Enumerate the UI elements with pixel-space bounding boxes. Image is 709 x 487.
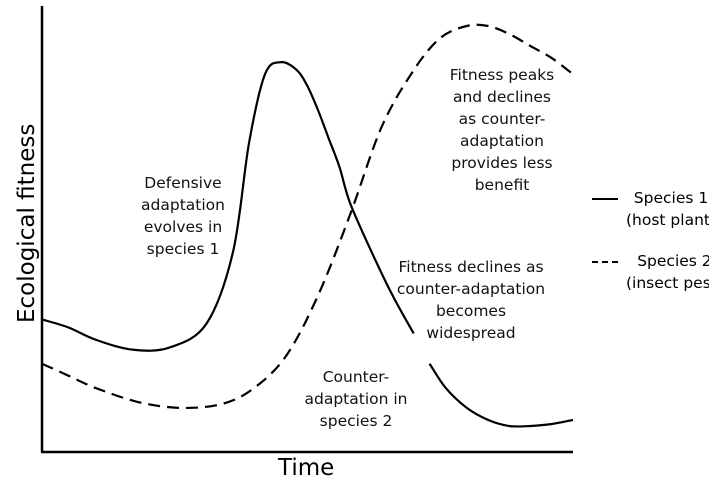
series-species-1-line-1 <box>428 363 574 428</box>
annotation-line: benefit <box>474 176 530 194</box>
annotation-line: species 2 <box>319 412 393 430</box>
legend-item-species-2: Species 2 (insect pest) <box>592 250 709 294</box>
legend-line: Species 1 <box>633 189 709 207</box>
series-species-2-line-2 <box>41 23 574 410</box>
legend-line: (host plant) <box>626 211 709 229</box>
annotation-line: adaptation <box>460 132 544 150</box>
annotation-line: Defensive <box>144 174 222 192</box>
annotation-line: adaptation <box>141 196 225 214</box>
legend-swatch-dashed <box>592 261 618 263</box>
annotation-line: as counter- <box>458 110 546 128</box>
legend-label: Species 1 (host plant) <box>626 187 709 231</box>
annotation-fitness-peaks: Fitness peaks and declines as counter- a… <box>433 64 571 196</box>
annotation-line: counter-adaptation <box>396 280 546 298</box>
legend-label: Species 2 (insect pest) <box>626 250 709 294</box>
annotation-defensive-adaptation: Defensive adaptation evolves in species … <box>123 172 243 260</box>
annotation-line: evolves in <box>143 218 223 236</box>
annotation-line: adaptation in <box>304 390 408 408</box>
series-layer <box>41 23 574 428</box>
x-axis-label: Time <box>278 455 335 481</box>
annotation-line: species 1 <box>146 240 220 258</box>
annotation-counter-adaptation: Counter- adaptation in species 2 <box>296 366 416 432</box>
annotation-line: Fitness declines as <box>398 258 544 276</box>
legend-item-species-1: Species 1 (host plant) <box>592 187 709 231</box>
legend-swatch-solid <box>592 198 618 200</box>
legend-line: Species 2 <box>637 252 709 270</box>
annotation-line: Fitness peaks <box>449 66 555 84</box>
annotation-fitness-declines: Fitness declines as counter-adaptation b… <box>381 256 561 344</box>
y-axis-label: Ecological fitness <box>14 123 40 323</box>
legend-line: (insect pest) <box>626 274 709 292</box>
annotation-line: widespread <box>426 324 516 342</box>
annotation-line: becomes <box>435 302 507 320</box>
series-species-1-line-0 <box>41 61 415 352</box>
annotation-line: and declines <box>452 88 552 106</box>
annotation-line: provides less <box>451 154 553 172</box>
annotation-line: Counter- <box>322 368 390 386</box>
